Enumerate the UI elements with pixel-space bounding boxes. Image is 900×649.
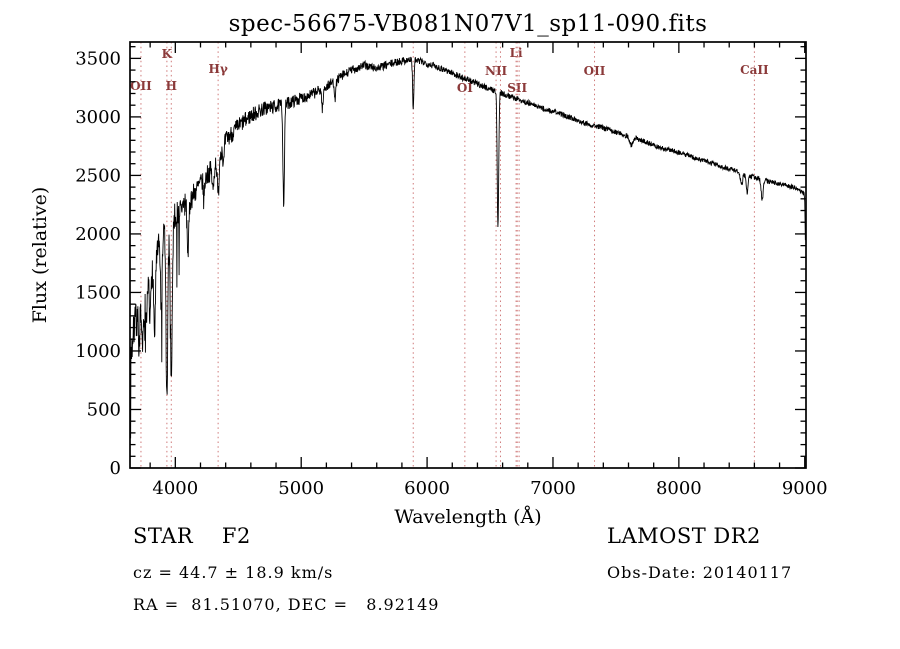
classification-text: STAR F2 xyxy=(133,524,251,548)
y-tick-label: 2000 xyxy=(75,224,121,245)
plot-title: spec-56675-VB081N07V1_sp11-090.fits xyxy=(229,11,708,37)
x-axis-label: Wavelength (Å) xyxy=(394,506,541,528)
survey-text: LAMOST DR2 xyxy=(607,524,761,548)
plot-axes: 4000 5000 6000 7000 8000 9000 0 500 1000 1500 2000… xyxy=(75,41,828,499)
line-marker-label: K xyxy=(162,47,173,61)
spectrum-trace xyxy=(130,56,806,439)
ra-dec-text: RA = 81.51070, DEC = 8.92149 xyxy=(133,595,440,614)
y-tick-label: 0 xyxy=(110,458,121,479)
y-tick-label: 3500 xyxy=(75,48,121,69)
y-tick-label: 1500 xyxy=(75,282,121,303)
x-tick-label: 6000 xyxy=(404,478,450,499)
y-tick-label: 1000 xyxy=(75,341,121,362)
line-marker-label: OI xyxy=(457,81,473,95)
x-tick-label: 4000 xyxy=(152,478,198,499)
plot-frame xyxy=(129,41,807,469)
x-tick-label: 8000 xyxy=(656,478,702,499)
line-marker-label: H xyxy=(166,79,177,93)
line-marker-label: Li xyxy=(510,46,523,60)
line-marker-label: NII xyxy=(485,64,508,78)
line-marker-label: OII xyxy=(130,79,152,93)
line-marker-label: Hγ xyxy=(208,62,227,76)
y-tick-label: 2500 xyxy=(75,165,121,186)
line-marker-label: CaII xyxy=(740,63,769,77)
y-tick-label: 500 xyxy=(87,399,121,420)
y-tick-label: 3000 xyxy=(75,107,121,128)
obs-date-text: Obs-Date: 20140117 xyxy=(607,563,793,582)
x-tick-label: 9000 xyxy=(782,478,828,499)
x-tick-label: 5000 xyxy=(278,478,324,499)
line-marker-label: OII xyxy=(584,64,606,78)
x-tick-label: 7000 xyxy=(530,478,576,499)
line-marker-label: SII xyxy=(507,81,527,95)
cz-text: cz = 44.7 ± 18.9 km/s xyxy=(133,563,334,582)
y-axis-label: Flux (relative) xyxy=(29,187,51,324)
